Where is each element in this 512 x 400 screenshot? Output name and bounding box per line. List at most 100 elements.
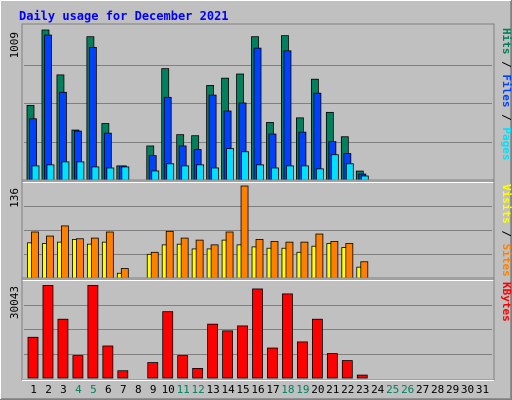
bar-kbytes-day-12 bbox=[192, 367, 204, 379]
legend-part: Sites bbox=[500, 244, 512, 277]
bar-pages-day-19 bbox=[301, 165, 309, 181]
bar-sites-day-12 bbox=[195, 239, 204, 279]
bar-pages-day-20 bbox=[315, 168, 324, 181]
bar-pages-day-2 bbox=[46, 164, 55, 181]
legend-part: / bbox=[500, 55, 512, 75]
bar-pages-day-5 bbox=[91, 166, 100, 181]
bar-pages-day-23 bbox=[360, 175, 369, 181]
bar-sites-day-13 bbox=[210, 244, 219, 279]
bar-kbytes-day-2 bbox=[42, 285, 54, 379]
bar-kbytes-day-3 bbox=[57, 318, 69, 379]
legend-kbytes: KBytes bbox=[500, 282, 512, 322]
bar-sites-day-11 bbox=[180, 237, 189, 279]
bar-kbytes-day-1 bbox=[27, 336, 39, 379]
bar-pages-day-9 bbox=[151, 170, 160, 181]
bar-kbytes-day-19 bbox=[297, 341, 308, 379]
legend-part: Pages bbox=[500, 127, 512, 160]
bar-kbytes-day-17 bbox=[267, 347, 278, 379]
bar-pages-day-21 bbox=[330, 154, 339, 181]
day-label-11: 11 bbox=[177, 383, 190, 396]
bar-kbytes-day-7 bbox=[117, 370, 129, 379]
legend-hits-files-pages: Hits / Files / Pages bbox=[500, 28, 512, 161]
bar-pages-day-12 bbox=[196, 164, 205, 181]
day-label-19: 19 bbox=[296, 383, 309, 396]
y-max-label: 136 bbox=[8, 188, 21, 208]
bar-files-day-5 bbox=[88, 46, 97, 181]
bar-pages-day-1 bbox=[31, 165, 40, 181]
legend-part: / bbox=[500, 108, 512, 128]
bar-kbytes-day-13 bbox=[207, 323, 219, 379]
bar-pages-day-15 bbox=[241, 151, 249, 181]
bar-kbytes-day-6 bbox=[102, 345, 114, 379]
bar-files-day-16 bbox=[253, 47, 262, 181]
panel-hits-files-pages: 1009 Hits / Files / Pages bbox=[8, 23, 512, 183]
bar-sites-day-7 bbox=[120, 268, 129, 279]
bar-sites-day-15 bbox=[240, 185, 249, 279]
day-label-27: 27 bbox=[416, 383, 429, 396]
day-label-31: 31 bbox=[476, 383, 489, 396]
legend-part: Files bbox=[500, 74, 512, 107]
day-label-3: 3 bbox=[60, 383, 67, 396]
bar-kbytes-day-23 bbox=[356, 374, 368, 379]
day-label-25: 25 bbox=[386, 383, 399, 396]
bar-sites-day-19 bbox=[300, 241, 309, 279]
bar-sites-day-23 bbox=[360, 261, 369, 279]
bar-sites-day-16 bbox=[255, 239, 264, 279]
legend-part: Visits bbox=[500, 184, 512, 224]
bar-sites-day-5 bbox=[90, 237, 99, 279]
bar-sites-day-21 bbox=[330, 241, 339, 279]
day-label-23: 23 bbox=[356, 383, 369, 396]
y-max-label: 1009 bbox=[8, 32, 21, 59]
bar-pages-day-18 bbox=[286, 165, 294, 181]
chart-panels: 1009 Hits / Files / Pages 136 Visits / Site… bbox=[8, 23, 512, 381]
day-label-13: 13 bbox=[206, 383, 219, 396]
bar-pages-day-11 bbox=[181, 165, 190, 181]
day-label-10: 10 bbox=[162, 383, 175, 396]
day-label-1: 1 bbox=[30, 383, 37, 396]
day-label-22: 22 bbox=[341, 383, 354, 396]
legend-part: Hits bbox=[500, 28, 512, 55]
bar-sites-day-4 bbox=[76, 238, 84, 279]
bar-kbytes-day-21 bbox=[326, 353, 338, 379]
bar-sites-day-22 bbox=[345, 243, 354, 279]
bar-kbytes-day-10 bbox=[162, 311, 174, 379]
day-label-7: 7 bbox=[120, 383, 127, 396]
day-label-9: 9 bbox=[150, 383, 157, 396]
bar-kbytes-day-14 bbox=[222, 330, 233, 379]
bar-sites-day-18 bbox=[285, 241, 294, 279]
bar-pages-day-3 bbox=[61, 161, 70, 181]
bar-files-day-2 bbox=[44, 34, 52, 181]
y-max-label: 30043 bbox=[8, 286, 21, 319]
bar-kbytes-day-11 bbox=[177, 355, 189, 379]
bar-pages-day-4 bbox=[76, 161, 85, 181]
day-label-12: 12 bbox=[191, 383, 204, 396]
bar-files-day-18 bbox=[283, 50, 292, 181]
day-label-28: 28 bbox=[431, 383, 444, 396]
bar-kbytes-day-20 bbox=[311, 318, 323, 379]
bar-kbytes-day-5 bbox=[87, 285, 99, 379]
panel-kbytes: 30043 KBytes bbox=[8, 277, 512, 381]
bar-sites-day-2 bbox=[46, 235, 54, 279]
day-label-15: 15 bbox=[236, 383, 249, 396]
bar-sites-day-10 bbox=[165, 230, 174, 279]
bar-kbytes-day-4 bbox=[72, 355, 84, 379]
bar-pages-day-7 bbox=[121, 166, 130, 181]
legend-visits-sites: Visits / Sites bbox=[500, 184, 512, 277]
bar-sites-day-6 bbox=[105, 231, 114, 279]
bar-pages-day-17 bbox=[271, 167, 279, 181]
day-axis-labels: 1 2 3 4 5 6 7 8 9 10 11 12 13 14 15 16 17 18 19 20 21 22 23 24 2… bbox=[30, 383, 489, 396]
bar-sites-day-1 bbox=[31, 231, 39, 279]
day-label-29: 29 bbox=[446, 383, 459, 396]
day-label-5: 5 bbox=[90, 383, 97, 396]
bar-sites-day-3 bbox=[61, 225, 69, 279]
day-label-17: 17 bbox=[266, 383, 279, 396]
bar-kbytes-day-22 bbox=[341, 360, 353, 379]
bar-sites-day-14 bbox=[225, 231, 234, 279]
bar-files-day-20 bbox=[313, 92, 322, 181]
bar-kbytes-day-9 bbox=[147, 362, 159, 379]
bar-sites-day-20 bbox=[315, 233, 324, 279]
day-label-16: 16 bbox=[251, 383, 264, 396]
day-label-21: 21 bbox=[326, 383, 339, 396]
legend-part: / bbox=[500, 224, 512, 244]
bar-pages-day-14 bbox=[226, 148, 234, 181]
